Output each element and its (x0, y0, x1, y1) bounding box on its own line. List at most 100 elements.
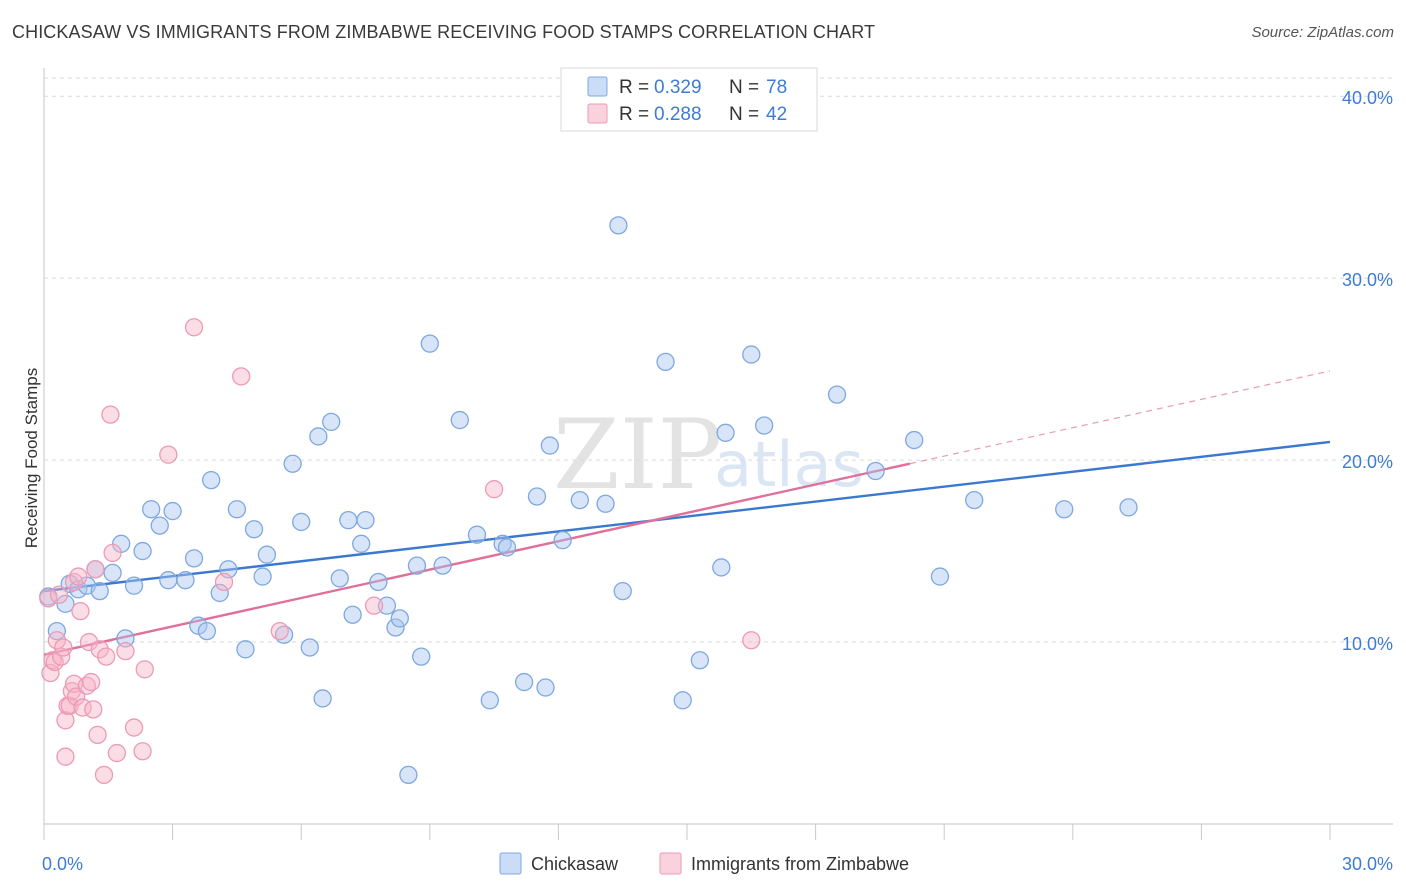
chickasaw-point-36 (330, 569, 349, 588)
chickasaw-point-16 (163, 501, 182, 521)
gridlines (44, 77, 1393, 643)
chickasaw-point-51 (467, 525, 487, 544)
trend-lines (43, 370, 1331, 656)
zimbabwe-point-17 (71, 601, 90, 621)
chickasaw-point-77 (1119, 498, 1138, 517)
series-zimbabwe-points (39, 318, 761, 785)
y-tick-label-3: 40.0% (1342, 88, 1393, 108)
y-axis-title: Receiving Food Stamps (22, 368, 41, 548)
chart-source: Source: ZipAtlas.com (1251, 24, 1394, 41)
chickasaw-point-64 (656, 352, 675, 371)
chart-title: CHICKASAW VS IMMIGRANTS FROM ZIMBABWE RE… (12, 22, 876, 42)
legend-n-label-2: N = (729, 104, 759, 125)
chickasaw-point-8 (103, 563, 122, 583)
zimbabwe-point-0 (39, 589, 58, 608)
chickasaw-point-54 (497, 538, 517, 557)
zimbabwe-point-7 (54, 638, 73, 657)
x-tick-label-1: 30.0% (1342, 854, 1393, 874)
trend-line-0 (43, 440, 1331, 593)
zimbabwe-point-25 (90, 640, 109, 659)
y-tick-label-2: 30.0% (1342, 270, 1393, 290)
zimbabwe-point-30 (107, 743, 127, 763)
chickasaw-point-73 (905, 430, 924, 450)
zimbabwe-point-9 (56, 747, 75, 766)
chickasaw-point-17 (176, 571, 195, 590)
chickasaw-point-69 (742, 345, 761, 364)
chickasaw-point-39 (352, 534, 371, 553)
zimbabwe-point-29 (103, 543, 122, 563)
chickasaw-point-60 (570, 490, 589, 510)
zimbabwe-point-5 (49, 585, 69, 604)
chickasaw-point-57 (536, 678, 555, 697)
chickasaw-point-40 (356, 510, 375, 530)
chickasaw-point-21 (202, 470, 221, 490)
legend-swatch-zimbabwe (587, 103, 608, 124)
zimbabwe-point-36 (184, 318, 204, 337)
zimbabwe-point-35 (159, 445, 178, 464)
chickasaw-point-59 (553, 531, 572, 550)
x-tick-labels: 0.0% 30.0% (42, 854, 1393, 874)
chickasaw-point-65 (673, 691, 692, 710)
chickasaw-point-44 (390, 609, 409, 628)
legend-n-value-2: 42 (766, 104, 787, 125)
chickasaw-point-48 (420, 334, 439, 353)
chickasaw-point-38 (343, 605, 362, 624)
zimbabwe-point-8 (56, 711, 75, 730)
chickasaw-point-20 (197, 621, 217, 641)
chickasaw-point-26 (244, 520, 264, 539)
chickasaw-point-10 (116, 629, 135, 648)
bottom-legend: Chickasaw Immigrants from Zimbabwe (499, 852, 909, 875)
chickasaw-point-11 (124, 576, 144, 595)
chickasaw-point-52 (480, 691, 499, 710)
legend-n-label-1: N = (729, 77, 759, 98)
chickasaw-point-32 (300, 638, 319, 657)
y-tick-labels: 10.0% 20.0% 30.0% 40.0% (1342, 88, 1393, 654)
series-chickasaw-points (39, 216, 1138, 785)
chickasaw-point-61 (596, 494, 615, 513)
legend-box: R = 0.329 N = 78 R = 0.288 N = 42 (560, 67, 818, 132)
zimbabwe-point-33 (133, 742, 152, 761)
zimbabwe-point-16 (69, 567, 88, 586)
chickasaw-point-75 (965, 490, 984, 510)
chickasaw-point-13 (142, 500, 161, 519)
chickasaw-point-49 (433, 556, 452, 575)
chickasaw-point-63 (613, 581, 632, 601)
zimbabwe-point-24 (88, 725, 107, 744)
zimbabwe-point-20 (79, 632, 99, 652)
legend-r-label-2: R = (619, 104, 649, 125)
chickasaw-point-42 (377, 596, 397, 615)
chickasaw-point-35 (322, 412, 341, 432)
chickasaw-point-43 (386, 618, 405, 637)
chickasaw-point-55 (514, 672, 534, 692)
zimbabwe-point-32 (124, 718, 144, 737)
bottom-legend-zimbabwe: Immigrants from Zimbabwe (691, 854, 909, 874)
trend-line-1 (43, 462, 911, 656)
zimbabwe-point-26 (94, 765, 114, 785)
zimbabwe-point-21 (82, 672, 101, 692)
zimbabwe-point-15 (67, 687, 86, 706)
chickasaw-point-22 (210, 583, 229, 603)
y-tick-label-1: 20.0% (1342, 452, 1393, 472)
zimbabwe-point-42 (742, 631, 761, 650)
bottom-legend-chickasaw: Chickasaw (531, 854, 619, 874)
chickasaw-point-34 (313, 689, 332, 708)
y-tick-label-0: 10.0% (1342, 634, 1393, 654)
chickasaw-point-30 (283, 454, 302, 473)
bottom-legend-swatch-chickasaw (499, 852, 522, 875)
chickasaw-point-71 (827, 385, 847, 404)
chickasaw-point-46 (407, 556, 427, 575)
chickasaw-point-27 (253, 567, 272, 586)
chickasaw-point-76 (1055, 500, 1074, 519)
chickasaw-point-74 (930, 567, 950, 586)
legend-r-value-1: 0.329 (654, 77, 702, 98)
chickasaw-point-33 (309, 427, 328, 446)
zimbabwe-point-27 (97, 647, 116, 666)
chickasaw-point-47 (412, 647, 431, 666)
chickasaw-point-28 (257, 545, 277, 564)
chickasaw-point-14 (150, 516, 169, 535)
chickasaw-point-2 (56, 594, 75, 613)
chickasaw-point-62 (609, 216, 628, 235)
zimbabwe-point-39 (270, 621, 289, 641)
chickasaw-point-68 (716, 423, 735, 442)
chickasaw-point-15 (159, 571, 178, 590)
